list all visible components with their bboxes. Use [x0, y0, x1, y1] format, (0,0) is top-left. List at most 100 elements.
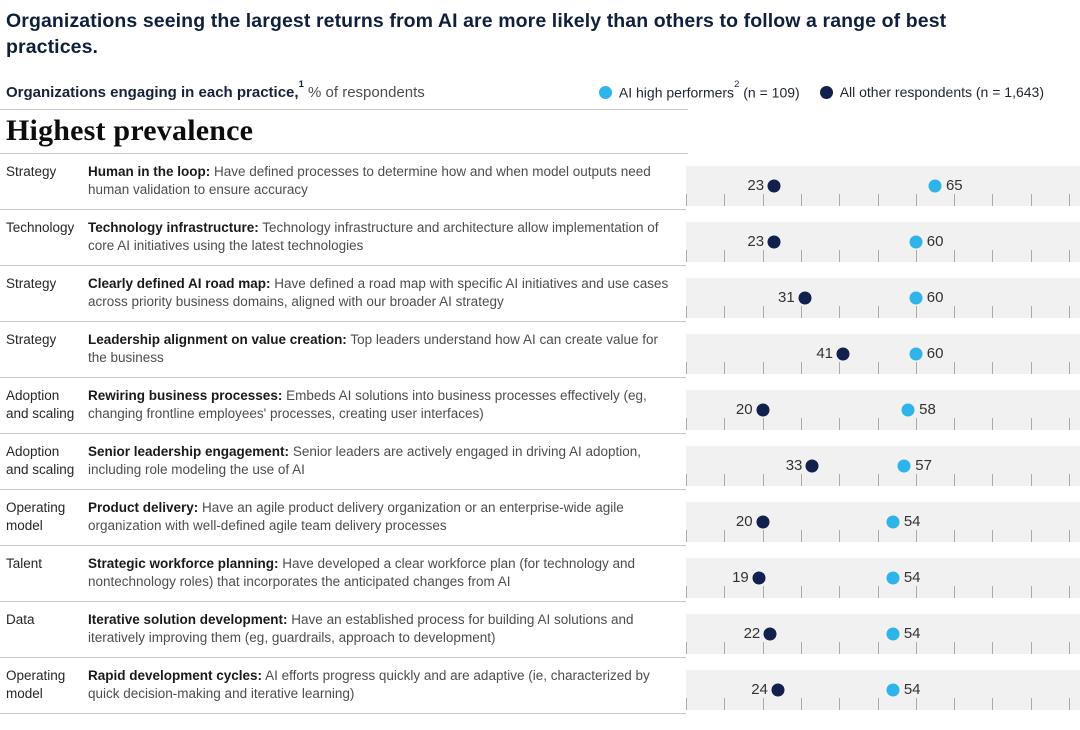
- axis-tick: [839, 306, 841, 318]
- axis-tick: [1030, 194, 1032, 206]
- practice-detail: Senior leaders are actively engaged in d…: [88, 444, 642, 477]
- axis-tick: [877, 250, 879, 262]
- axis-tick: [686, 306, 687, 318]
- dot-plot: 23 65: [686, 154, 1080, 210]
- high-performers-value: 60: [926, 345, 944, 363]
- axis-tick: [724, 474, 726, 486]
- practice-description: Senior leadership engagement: Senior lea…: [88, 443, 672, 489]
- axis-tick: [992, 698, 994, 710]
- axis-tick: [686, 250, 687, 262]
- practice-name: Technology infrastructure:: [88, 220, 259, 235]
- axis-tick: [992, 194, 994, 206]
- category-label: Strategy: [6, 276, 57, 291]
- axis-tick: [762, 586, 764, 598]
- practice-name: Strategic workforce planning:: [88, 556, 279, 571]
- axis-tick: [954, 698, 956, 710]
- row-text: Data Iterative solution development: Hav…: [0, 602, 686, 658]
- axis-tick: [1030, 474, 1032, 486]
- axis-tick: [915, 474, 917, 486]
- plot-band: 20 54: [686, 502, 1080, 542]
- all-others-value: 22: [743, 625, 761, 643]
- axis-tick: [1069, 250, 1070, 262]
- axis-tick: [800, 530, 802, 542]
- all-others-value: 41: [816, 345, 834, 363]
- category-label: Operating model: [6, 668, 66, 701]
- axis-tick: [1069, 530, 1070, 542]
- axis-tick: [992, 642, 994, 654]
- axis-tick: [686, 530, 687, 542]
- practice-name: Human in the loop:: [88, 164, 211, 179]
- axis-tick: [954, 586, 956, 598]
- practice-name: Senior leadership engagement:: [88, 444, 290, 459]
- axis-tick: [800, 698, 802, 710]
- high-performers-dot: [886, 571, 900, 585]
- practice-row: Operating model Product delivery: Have a…: [0, 490, 1080, 546]
- axis-tick: [839, 530, 841, 542]
- axis-tick: [800, 642, 802, 654]
- high-performers-value: 65: [945, 177, 963, 195]
- divider-top: [0, 109, 688, 110]
- axis-tick: [762, 418, 764, 430]
- axis-tick: [877, 698, 879, 710]
- legend-item-high-performers: AI high performers2 (n = 109): [598, 79, 800, 100]
- category-label: Technology: [6, 220, 75, 235]
- axis-tick: [686, 418, 687, 430]
- axis-tick: [1030, 418, 1032, 430]
- legend-label-all-others: All other respondents (n = 1,643): [840, 84, 1044, 100]
- axis-tick: [915, 642, 917, 654]
- axis-tick: [954, 194, 956, 206]
- axis-tick: [762, 474, 764, 486]
- axis-tick: [686, 362, 687, 374]
- subtitle-bold: Organizations engaging in each practice,: [6, 84, 299, 101]
- legend-label-high-performers: AI high performers2 (n = 109): [619, 79, 800, 100]
- axis-tick: [800, 418, 802, 430]
- dot-plot: 20 54: [686, 490, 1080, 546]
- all-others-dot: [805, 459, 819, 473]
- practice-row: Data Iterative solution development: Hav…: [0, 602, 1080, 658]
- category-label: Strategy: [6, 164, 57, 179]
- axis-tick: [877, 642, 879, 654]
- axis-tick: [800, 362, 802, 374]
- axis-tick: [992, 586, 994, 598]
- dot-plot: 31 60: [686, 266, 1080, 322]
- practice-name: Iterative solution development:: [88, 612, 288, 627]
- axis-tick: [877, 474, 879, 486]
- practice-description: Technology infrastructure: Technology in…: [88, 219, 672, 265]
- legend-dot-all-others: [819, 85, 833, 99]
- high-performers-value: 54: [903, 513, 921, 531]
- axis-tick: [954, 418, 956, 430]
- axis-tick: [954, 474, 956, 486]
- practice-name: Rapid development cycles:: [88, 668, 263, 683]
- axis-tick: [724, 194, 726, 206]
- practice-description: Clearly defined AI road map: Have define…: [88, 275, 672, 321]
- plot-band: 23 60: [686, 222, 1080, 262]
- axis-tick: [915, 362, 917, 374]
- axis-tick: [686, 642, 687, 654]
- axis-tick: [839, 418, 841, 430]
- legend-count: (n = 1,643): [972, 84, 1044, 100]
- footnote-marker-2: 2: [734, 79, 740, 91]
- axis-tick: [877, 530, 879, 542]
- dot-plot: 41 60: [686, 322, 1080, 378]
- axis-tick: [1030, 306, 1032, 318]
- high-performers-dot: [886, 515, 900, 529]
- axis-tick: [686, 194, 687, 206]
- axis-tick: [1030, 642, 1032, 654]
- axis-tick: [724, 306, 726, 318]
- practice-row: Adoption and scaling Rewiring business p…: [0, 378, 1080, 434]
- axis-tick: [762, 530, 764, 542]
- axis-tick: [992, 250, 994, 262]
- axis-tick: [1069, 698, 1070, 710]
- axis-tick: [877, 586, 879, 598]
- legend-text: All other respondents: [839, 84, 972, 100]
- axis-tick: [915, 250, 917, 262]
- axis-tick: [724, 642, 726, 654]
- row-text: Operating model Product delivery: Have a…: [0, 490, 686, 546]
- practice-row: Adoption and scaling Senior leadership e…: [0, 434, 1080, 490]
- axis-tick: [762, 194, 764, 206]
- axis-tick: [724, 698, 726, 710]
- plot-band: 41 60: [686, 334, 1080, 374]
- axis-tick: [992, 306, 994, 318]
- section-heading: Highest prevalence: [6, 114, 254, 147]
- axis-tick: [800, 586, 802, 598]
